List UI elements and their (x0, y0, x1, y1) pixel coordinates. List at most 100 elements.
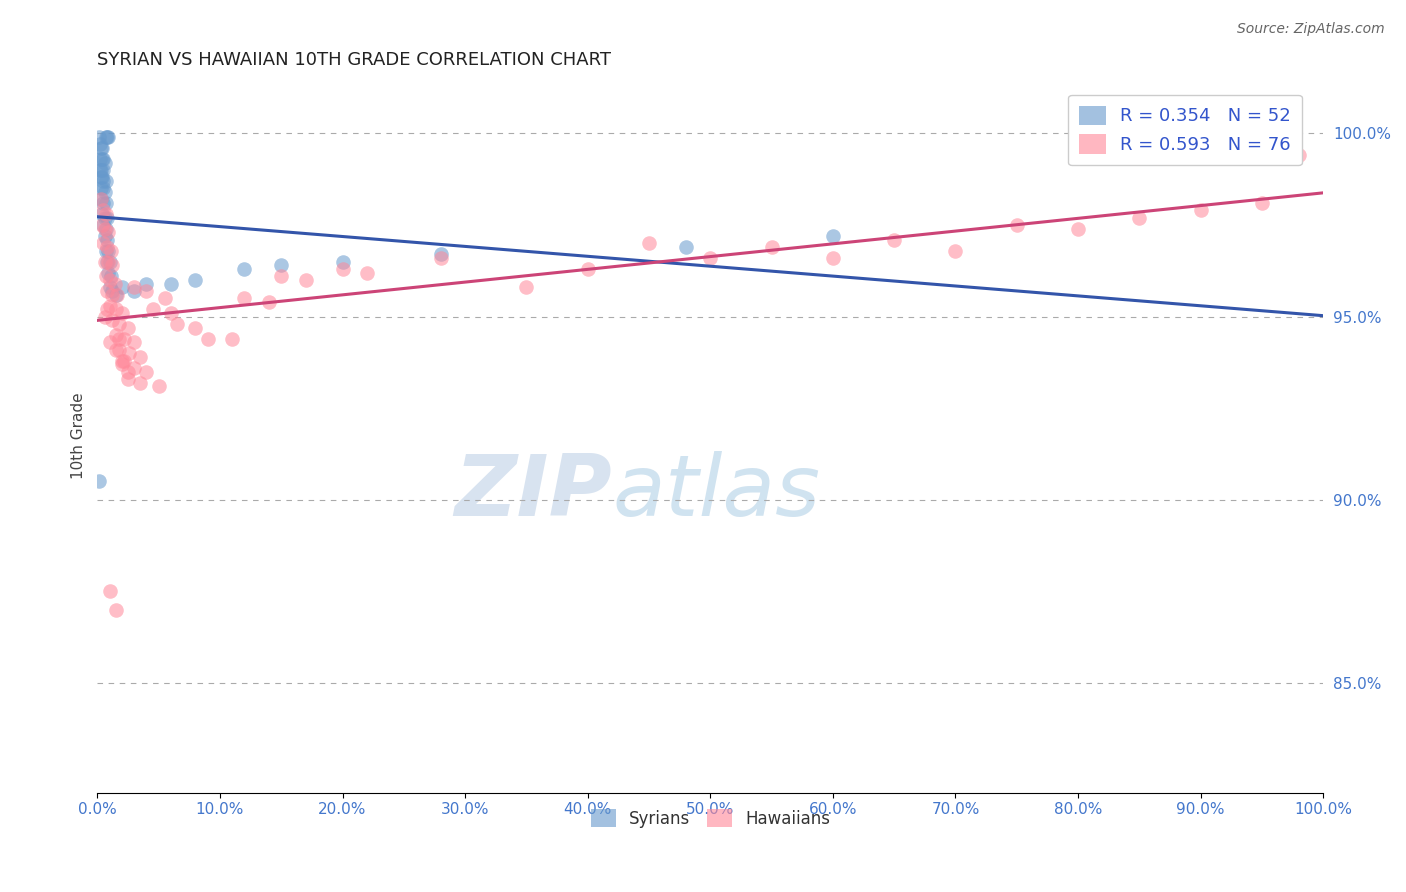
Point (94, 174, 117, 188)
Point (429, 247, 451, 261)
Point (675, 240, 697, 254)
Point (94, 130, 117, 145)
Point (104, 327, 127, 342)
Text: Source: ZipAtlas.com: Source: ZipAtlas.com (1237, 22, 1385, 37)
Point (1189, 203, 1212, 218)
Point (166, 317, 188, 331)
Point (94, 244, 117, 258)
Point (111, 353, 134, 368)
Point (135, 277, 157, 291)
Point (97, 244, 120, 258)
Point (90, 170, 112, 185)
Point (89, 163, 111, 178)
Point (93, 156, 115, 170)
Point (96, 254, 118, 268)
Point (108, 343, 131, 357)
Point (104, 287, 127, 301)
Point (111, 280, 134, 294)
Point (821, 229, 844, 244)
Point (883, 233, 905, 247)
Point (94, 207, 117, 221)
Text: atlas: atlas (612, 451, 820, 534)
Point (761, 240, 783, 254)
Point (96, 284, 118, 298)
Point (93, 218, 115, 232)
Point (153, 291, 176, 305)
Point (117, 372, 139, 386)
Point (98, 299, 121, 313)
Point (515, 280, 537, 294)
Point (108, 317, 131, 331)
Point (105, 287, 128, 301)
Point (233, 291, 256, 305)
Point (356, 266, 378, 280)
Point (90, 193, 112, 207)
Point (98, 273, 121, 287)
Point (96, 302, 118, 317)
Point (91, 218, 114, 232)
Point (118, 346, 141, 360)
Point (129, 376, 152, 390)
Point (429, 251, 451, 265)
Point (160, 277, 183, 291)
Point (101, 287, 124, 301)
Point (90, 193, 112, 207)
Point (101, 258, 124, 272)
Point (90, 163, 112, 178)
Point (184, 320, 207, 334)
Point (93, 196, 115, 211)
Point (93, 185, 115, 199)
Point (122, 280, 145, 294)
Point (221, 332, 243, 346)
Point (98, 280, 121, 294)
Point (104, 343, 127, 357)
Point (94, 269, 117, 284)
Point (94, 221, 117, 235)
Point (638, 236, 661, 251)
Point (160, 306, 183, 320)
Point (93, 221, 115, 235)
Point (101, 313, 124, 327)
Point (93, 181, 115, 195)
Point (87, 130, 110, 145)
Point (141, 302, 163, 317)
Point (93, 211, 115, 225)
Text: ZIP: ZIP (454, 451, 612, 534)
Point (122, 360, 145, 375)
Point (100, 244, 122, 258)
Point (104, 602, 127, 616)
Point (91, 170, 114, 185)
Point (93, 174, 115, 188)
Point (91, 207, 114, 221)
Point (96, 130, 118, 145)
Point (1067, 221, 1090, 235)
Point (93, 163, 115, 178)
Point (112, 332, 135, 346)
Point (96, 233, 118, 247)
Point (112, 353, 135, 368)
Point (294, 273, 316, 287)
Point (91, 141, 114, 155)
Point (97, 254, 120, 268)
Point (97, 266, 120, 280)
Point (332, 254, 354, 268)
Point (93, 229, 115, 244)
Point (91, 152, 114, 166)
Point (93, 254, 115, 268)
Point (93, 236, 115, 251)
Point (821, 251, 844, 265)
Point (108, 332, 131, 346)
Point (184, 273, 207, 287)
Point (96, 240, 118, 254)
Y-axis label: 10th Grade: 10th Grade (72, 392, 86, 479)
Point (576, 262, 599, 277)
Point (87, 475, 110, 489)
Point (97, 130, 120, 145)
Point (1288, 148, 1310, 162)
Point (94, 196, 117, 211)
Point (122, 284, 145, 298)
Point (233, 262, 256, 277)
Point (90, 181, 112, 195)
Point (945, 244, 967, 258)
Legend: Syrians, Hawaiians: Syrians, Hawaiians (583, 803, 837, 834)
